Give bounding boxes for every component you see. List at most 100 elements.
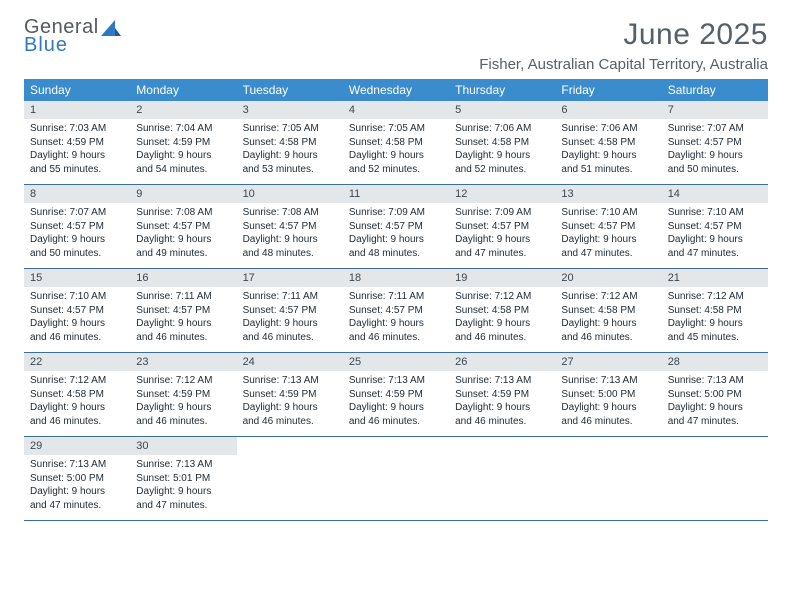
daylight-text-2: and 46 minutes. bbox=[30, 331, 124, 345]
day-number: 7 bbox=[662, 101, 768, 119]
sunset-text: Sunset: 4:58 PM bbox=[349, 136, 443, 150]
day-body: Sunrise: 7:12 AMSunset: 4:58 PMDaylight:… bbox=[555, 287, 661, 352]
day-cell: 5Sunrise: 7:06 AMSunset: 4:58 PMDaylight… bbox=[449, 101, 555, 184]
sunrise-text: Sunrise: 7:12 AM bbox=[668, 290, 762, 304]
daylight-text-1: Daylight: 9 hours bbox=[30, 233, 124, 247]
daylight-text-2: and 47 minutes. bbox=[136, 499, 230, 513]
daylight-text-2: and 47 minutes. bbox=[455, 247, 549, 261]
daylight-text-1: Daylight: 9 hours bbox=[30, 401, 124, 415]
day-cell: 4Sunrise: 7:05 AMSunset: 4:58 PMDaylight… bbox=[343, 101, 449, 184]
day-cell: 26Sunrise: 7:13 AMSunset: 4:59 PMDayligh… bbox=[449, 353, 555, 436]
day-body bbox=[662, 443, 768, 497]
sunset-text: Sunset: 4:58 PM bbox=[668, 304, 762, 318]
sunset-text: Sunset: 4:59 PM bbox=[349, 388, 443, 402]
sunset-text: Sunset: 4:58 PM bbox=[30, 388, 124, 402]
week-row: 22Sunrise: 7:12 AMSunset: 4:58 PMDayligh… bbox=[24, 353, 768, 437]
daylight-text-1: Daylight: 9 hours bbox=[349, 401, 443, 415]
daylight-text-1: Daylight: 9 hours bbox=[561, 317, 655, 331]
sunset-text: Sunset: 4:59 PM bbox=[136, 388, 230, 402]
day-cell: 2Sunrise: 7:04 AMSunset: 4:59 PMDaylight… bbox=[130, 101, 236, 184]
daylight-text-1: Daylight: 9 hours bbox=[30, 317, 124, 331]
sunrise-text: Sunrise: 7:13 AM bbox=[668, 374, 762, 388]
day-body: Sunrise: 7:13 AMSunset: 5:00 PMDaylight:… bbox=[24, 455, 130, 520]
daylight-text-2: and 48 minutes. bbox=[349, 247, 443, 261]
sunrise-text: Sunrise: 7:07 AM bbox=[30, 206, 124, 220]
sunset-text: Sunset: 4:57 PM bbox=[668, 220, 762, 234]
dow-label: Thursday bbox=[449, 79, 555, 101]
sunrise-text: Sunrise: 7:10 AM bbox=[30, 290, 124, 304]
day-cell: 20Sunrise: 7:12 AMSunset: 4:58 PMDayligh… bbox=[555, 269, 661, 352]
dow-label: Monday bbox=[130, 79, 236, 101]
sunrise-text: Sunrise: 7:05 AM bbox=[243, 122, 337, 136]
daylight-text-1: Daylight: 9 hours bbox=[136, 149, 230, 163]
sunrise-text: Sunrise: 7:08 AM bbox=[243, 206, 337, 220]
day-body: Sunrise: 7:07 AMSunset: 4:57 PMDaylight:… bbox=[662, 119, 768, 184]
day-body: Sunrise: 7:05 AMSunset: 4:58 PMDaylight:… bbox=[237, 119, 343, 184]
day-body: Sunrise: 7:12 AMSunset: 4:58 PMDaylight:… bbox=[24, 371, 130, 436]
day-number: 29 bbox=[24, 437, 130, 455]
day-cell: 8Sunrise: 7:07 AMSunset: 4:57 PMDaylight… bbox=[24, 185, 130, 268]
daylight-text-1: Daylight: 9 hours bbox=[243, 233, 337, 247]
daylight-text-2: and 45 minutes. bbox=[668, 331, 762, 345]
day-cell: 15Sunrise: 7:10 AMSunset: 4:57 PMDayligh… bbox=[24, 269, 130, 352]
daylight-text-2: and 52 minutes. bbox=[349, 163, 443, 177]
sunset-text: Sunset: 4:59 PM bbox=[243, 388, 337, 402]
sunset-text: Sunset: 4:57 PM bbox=[349, 304, 443, 318]
day-cell: 16Sunrise: 7:11 AMSunset: 4:57 PMDayligh… bbox=[130, 269, 236, 352]
sunrise-text: Sunrise: 7:03 AM bbox=[30, 122, 124, 136]
day-number: 24 bbox=[237, 353, 343, 371]
daylight-text-1: Daylight: 9 hours bbox=[243, 149, 337, 163]
sunrise-text: Sunrise: 7:09 AM bbox=[455, 206, 549, 220]
sunrise-text: Sunrise: 7:11 AM bbox=[349, 290, 443, 304]
sunset-text: Sunset: 4:58 PM bbox=[243, 136, 337, 150]
dow-label: Tuesday bbox=[237, 79, 343, 101]
daylight-text-1: Daylight: 9 hours bbox=[136, 317, 230, 331]
day-number: 23 bbox=[130, 353, 236, 371]
title-block: June 2025 Fisher, Australian Capital Ter… bbox=[479, 18, 768, 73]
daylight-text-1: Daylight: 9 hours bbox=[561, 233, 655, 247]
day-number: 20 bbox=[555, 269, 661, 287]
day-cell bbox=[343, 437, 449, 520]
day-number: 21 bbox=[662, 269, 768, 287]
sunrise-text: Sunrise: 7:04 AM bbox=[136, 122, 230, 136]
day-cell: 3Sunrise: 7:05 AMSunset: 4:58 PMDaylight… bbox=[237, 101, 343, 184]
sunrise-text: Sunrise: 7:13 AM bbox=[136, 458, 230, 472]
sunrise-text: Sunrise: 7:07 AM bbox=[668, 122, 762, 136]
day-body bbox=[343, 443, 449, 497]
day-body: Sunrise: 7:13 AMSunset: 5:00 PMDaylight:… bbox=[662, 371, 768, 436]
day-body: Sunrise: 7:11 AMSunset: 4:57 PMDaylight:… bbox=[343, 287, 449, 352]
day-body: Sunrise: 7:03 AMSunset: 4:59 PMDaylight:… bbox=[24, 119, 130, 184]
sunset-text: Sunset: 4:57 PM bbox=[561, 220, 655, 234]
day-body: Sunrise: 7:11 AMSunset: 4:57 PMDaylight:… bbox=[130, 287, 236, 352]
sunset-text: Sunset: 4:58 PM bbox=[455, 304, 549, 318]
week-row: 1Sunrise: 7:03 AMSunset: 4:59 PMDaylight… bbox=[24, 101, 768, 185]
sunrise-text: Sunrise: 7:10 AM bbox=[561, 206, 655, 220]
weeks-container: 1Sunrise: 7:03 AMSunset: 4:59 PMDaylight… bbox=[24, 101, 768, 521]
daylight-text-2: and 47 minutes. bbox=[668, 247, 762, 261]
daylight-text-2: and 46 minutes. bbox=[455, 415, 549, 429]
day-body: Sunrise: 7:05 AMSunset: 4:58 PMDaylight:… bbox=[343, 119, 449, 184]
sunset-text: Sunset: 5:01 PM bbox=[136, 472, 230, 486]
sunrise-text: Sunrise: 7:10 AM bbox=[668, 206, 762, 220]
location-subtitle: Fisher, Australian Capital Territory, Au… bbox=[479, 56, 768, 73]
daylight-text-1: Daylight: 9 hours bbox=[30, 485, 124, 499]
day-number: 15 bbox=[24, 269, 130, 287]
day-body bbox=[237, 443, 343, 497]
week-row: 29Sunrise: 7:13 AMSunset: 5:00 PMDayligh… bbox=[24, 437, 768, 521]
dow-label: Saturday bbox=[662, 79, 768, 101]
day-number: 12 bbox=[449, 185, 555, 203]
daylight-text-1: Daylight: 9 hours bbox=[455, 149, 549, 163]
day-body: Sunrise: 7:06 AMSunset: 4:58 PMDaylight:… bbox=[449, 119, 555, 184]
day-cell bbox=[237, 437, 343, 520]
sunset-text: Sunset: 4:58 PM bbox=[561, 136, 655, 150]
sunrise-text: Sunrise: 7:12 AM bbox=[30, 374, 124, 388]
day-cell: 24Sunrise: 7:13 AMSunset: 4:59 PMDayligh… bbox=[237, 353, 343, 436]
sunset-text: Sunset: 4:57 PM bbox=[243, 304, 337, 318]
day-body bbox=[449, 443, 555, 497]
sunset-text: Sunset: 4:57 PM bbox=[668, 136, 762, 150]
day-number: 2 bbox=[130, 101, 236, 119]
day-number: 13 bbox=[555, 185, 661, 203]
sunset-text: Sunset: 4:58 PM bbox=[561, 304, 655, 318]
brand-triangle-icon bbox=[101, 20, 121, 36]
day-body: Sunrise: 7:08 AMSunset: 4:57 PMDaylight:… bbox=[237, 203, 343, 268]
